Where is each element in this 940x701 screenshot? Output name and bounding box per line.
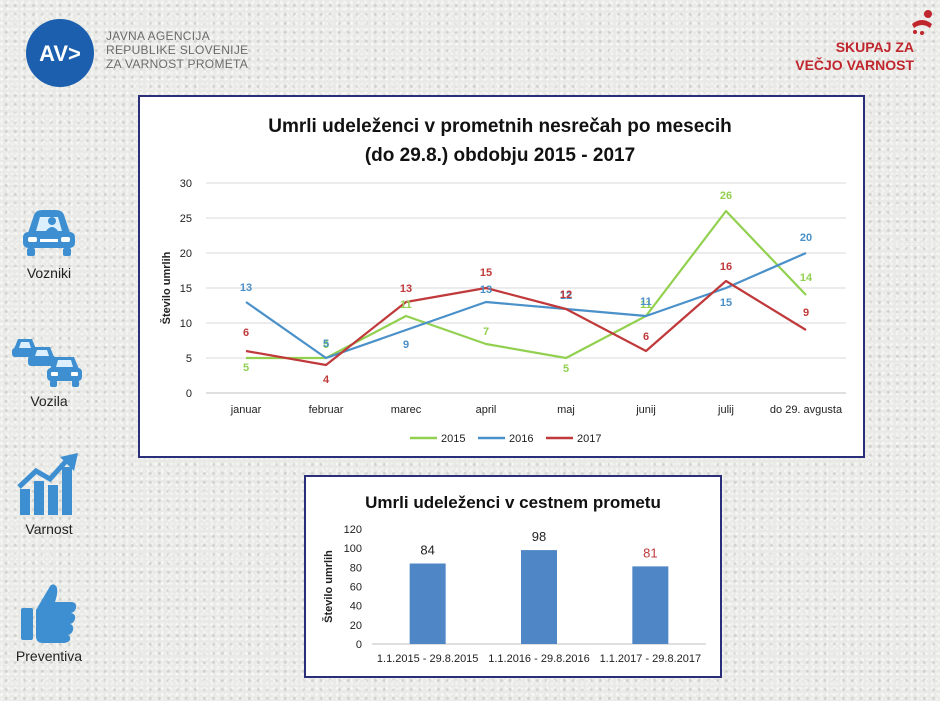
sidebar-item-label: Vozniki — [26, 265, 72, 281]
growth-chart-icon — [17, 453, 78, 515]
y-tick-label: 40 — [350, 601, 362, 613]
sidebar-item-label: Vozila — [30, 393, 68, 409]
agency-logo[interactable]: AV> JAVNA AGENCIJA REPUBLIKE SLOVENIJE Z… — [26, 19, 254, 89]
slogan: SKUPAJ ZA VEČJO VARNOST — [795, 38, 914, 74]
slogan-line: VEČJO VARNOST — [795, 57, 914, 73]
sidebar-item-label: Preventiva — [15, 648, 83, 664]
data-label: 6 — [643, 331, 649, 343]
data-label: 15 — [720, 297, 732, 309]
yearly-fatalities-chart-panel: Umrli udeleženci v cestnem prometu 0 20 40 6… — [304, 475, 722, 678]
logo-mark-text: AV> — [39, 41, 81, 66]
data-label: 7 — [483, 326, 489, 338]
x-tick-label: 1.1.2015 - 29.8.2015 — [377, 653, 479, 665]
data-label: 5 — [323, 339, 329, 351]
y-tick-label: 100 — [344, 543, 362, 555]
y-tick-label: 120 — [344, 524, 362, 536]
y-tick-label: 0 — [186, 388, 192, 400]
y-axis-title: Število umrlih — [160, 251, 173, 324]
data-label: 20 — [800, 232, 812, 244]
chart-title: Umrli udeleženci v cestnem prometu — [365, 493, 661, 512]
monthly-fatalities-chart-panel: Umrli udeleženci v prometnih nesrečah po… — [138, 95, 865, 458]
data-label: 11 — [640, 299, 652, 311]
x-tick-label: do 29. avgusta — [770, 404, 843, 416]
x-tick-label: 1.1.2017 - 29.8.2017 — [600, 653, 702, 665]
y-tick-label: 0 — [356, 639, 362, 651]
sidebar-item-preventiva[interactable]: Preventiva — [0, 580, 98, 664]
legend-label: 2016 — [509, 433, 533, 445]
bar-value-label: 98 — [532, 529, 546, 544]
data-label: 16 — [720, 261, 732, 273]
data-label: 4 — [323, 374, 330, 386]
agency-name-line: ZA VARNOST PROMETA — [106, 57, 249, 71]
driver-car-icon — [23, 210, 75, 256]
sidebar-item-label: Varnost — [25, 521, 73, 537]
data-label: 12 — [560, 290, 572, 302]
chart-title-line: (do 29.8.) obdobju 2015 - 2017 — [365, 145, 635, 166]
y-tick-label: 5 — [186, 353, 192, 365]
monthly-fatalities-line-chart: Umrli udeleženci v prometnih nesrečah po… — [160, 116, 846, 445]
y-tick-label: 60 — [350, 582, 362, 594]
bar — [521, 550, 557, 644]
data-label: 26 — [720, 190, 732, 202]
agency-name-line: JAVNA AGENCIJA — [106, 29, 211, 43]
x-tick-label: marec — [391, 404, 422, 416]
x-tick-label: 1.1.2016 - 29.8.2016 — [488, 653, 590, 665]
legend-label: 2017 — [577, 433, 601, 445]
series-line-2017 — [245, 279, 807, 367]
data-label: 11 — [640, 296, 652, 308]
slogan-mark-icon — [912, 10, 932, 35]
slogan-line: SKUPAJ ZA — [835, 39, 914, 55]
y-tick-label: 25 — [180, 213, 192, 225]
y-tick-label: 20 — [180, 248, 192, 260]
y-tick-label: 15 — [180, 283, 192, 295]
chart-title-line: Umrli udeleženci v prometnih nesrečah po… — [268, 116, 732, 137]
data-label: 9 — [403, 339, 409, 351]
x-tick-label: april — [476, 404, 497, 416]
data-label: 5 — [563, 363, 569, 375]
bar-value-label: 84 — [420, 543, 434, 558]
sidebar-item-vozniki[interactable]: Vozniki — [0, 205, 98, 281]
yearly-fatalities-bar-chart: Umrli udeleženci v cestnem prometu 0 20 40 6… — [322, 493, 706, 665]
data-label: 6 — [243, 327, 249, 339]
bar-value-label: 81 — [643, 545, 657, 560]
x-tick-label: junij — [635, 404, 656, 416]
y-tick-label: 10 — [180, 318, 192, 330]
x-tick-label: januar — [230, 404, 262, 416]
y-tick-label: 20 — [350, 620, 362, 632]
agency-logo-mark: AV> — [26, 19, 94, 87]
sidebar-item-vozila[interactable]: Vozila — [0, 333, 98, 409]
data-label: 12 — [560, 289, 572, 301]
series-line-2015 — [246, 209, 807, 360]
data-label: 5 — [243, 362, 249, 374]
bar — [409, 563, 446, 644]
data-label: 13 — [240, 282, 252, 294]
vehicles-icon — [12, 339, 82, 387]
bar — [632, 566, 669, 644]
data-label: 11 — [400, 299, 412, 311]
y-axis-title: Število umrlih — [322, 550, 335, 623]
data-label: 5 — [323, 338, 329, 350]
sidebar-item-varnost[interactable]: Varnost — [0, 453, 98, 537]
agency-name: JAVNA AGENCIJA REPUBLIKE SLOVENIJE ZA VA… — [106, 29, 248, 71]
data-label: 14 — [800, 272, 813, 284]
av-arrow-icon: AV> — [39, 41, 81, 66]
data-label: 15 — [480, 267, 492, 279]
agency-name-line: REPUBLIKE SLOVENIJE — [106, 43, 249, 57]
legend-label: 2015 — [441, 433, 465, 445]
x-tick-label: maj — [557, 404, 575, 416]
y-tick-label: 80 — [350, 562, 362, 574]
y-tick-label: 30 — [180, 178, 192, 190]
data-label: 13 — [400, 283, 412, 295]
data-label: 9 — [803, 307, 809, 319]
x-tick-label: februar — [309, 404, 344, 416]
x-tick-label: julij — [717, 404, 734, 416]
thumbs-up-icon — [21, 584, 77, 643]
data-label: 13 — [480, 284, 492, 296]
